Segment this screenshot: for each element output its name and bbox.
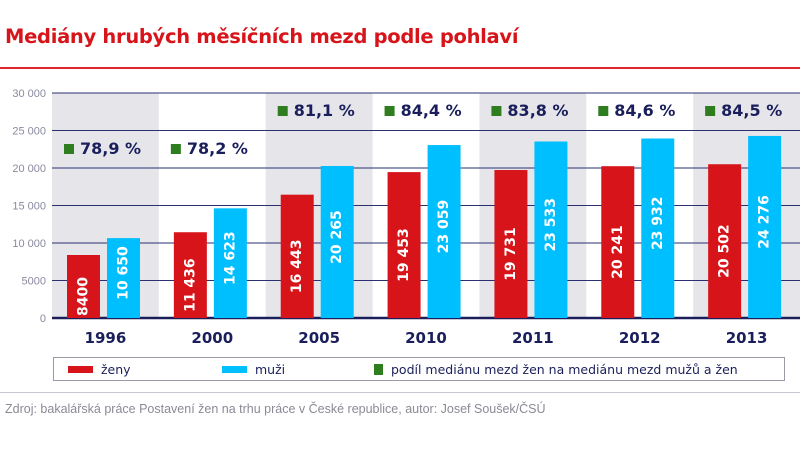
bar-label: 20 265 xyxy=(329,210,345,264)
bar-muzi xyxy=(427,145,461,318)
x-tick-label: 1996 xyxy=(85,329,127,347)
bar-label: 20 502 xyxy=(717,224,733,278)
bar-label: 19 731 xyxy=(503,227,519,281)
ratio-label: 84,6 % xyxy=(614,101,675,120)
ratio-marker-icon xyxy=(598,106,609,116)
bar-chart: 0 5000 10 000 15 000 20 000 25 000 30 000 1996 8… xyxy=(12,88,800,347)
bar-label: 10 650 xyxy=(116,246,132,300)
bar-zeny xyxy=(601,166,635,318)
x-tick-label: 2013 xyxy=(726,329,768,347)
bar-zeny xyxy=(494,170,528,318)
bar-label: 23 533 xyxy=(543,198,559,252)
x-tick-label: 2005 xyxy=(298,329,340,347)
bar-label: 24 276 xyxy=(757,195,773,249)
legend-item-ratio: podíl mediánu mezd žen na mediánu mezd m… xyxy=(374,362,738,377)
y-tick-label: 20 000 xyxy=(12,163,46,175)
ratio-marker-icon xyxy=(491,106,502,116)
legend-item-zeny: ženy xyxy=(68,362,131,377)
ratio-marker-icon xyxy=(705,106,716,116)
bar-label: 11 436 xyxy=(182,258,198,312)
bar-muzi xyxy=(107,238,140,318)
ratio-label: 78,2 % xyxy=(187,139,248,158)
bar-zeny xyxy=(387,172,421,318)
ratio-label: 84,5 % xyxy=(721,101,782,120)
legend: ženy muži podíl mediánu mezd žen na medi… xyxy=(53,357,785,381)
ratio-marker-icon xyxy=(277,106,288,116)
bar-label: 16 443 xyxy=(289,240,305,294)
legend-label: muži xyxy=(255,362,286,377)
bar-zeny xyxy=(173,232,207,318)
chart-title: Mediány hrubých měsíčních mezd podle poh… xyxy=(5,25,519,48)
x-tick-label: 2000 xyxy=(191,329,233,347)
ratio-label: 81,1 % xyxy=(294,101,355,120)
bar-label: 19 453 xyxy=(396,228,412,282)
ratio-label: 83,8 % xyxy=(507,101,568,120)
title-rule xyxy=(0,67,800,69)
legend-label: ženy xyxy=(101,362,131,377)
bar-muzi xyxy=(641,138,675,318)
bar-muzi xyxy=(213,208,247,318)
ratio-marker-icon xyxy=(64,144,74,154)
y-tick-label: 30 000 xyxy=(12,88,46,100)
y-tick-label: 5000 xyxy=(22,276,46,288)
bar-muzi xyxy=(534,141,568,318)
bar-label: 23 932 xyxy=(650,196,666,250)
y-tick-label: 0 xyxy=(40,313,46,325)
bar-muzi xyxy=(320,166,354,318)
y-tick-label: 10 000 xyxy=(12,238,46,250)
y-tick-label: 15 000 xyxy=(12,201,46,213)
ratio-label: 78,9 % xyxy=(80,139,141,158)
bar-label: 23 059 xyxy=(436,200,452,254)
legend-swatch-red xyxy=(68,366,93,373)
x-tick-label: 2012 xyxy=(619,329,661,347)
bar-label: 8400 xyxy=(76,277,92,316)
source-note: Zdroj: bakalářská práce Postavení žen na… xyxy=(5,402,546,416)
x-tick-label: 2011 xyxy=(512,329,554,347)
ratio-marker-icon xyxy=(170,144,181,154)
legend-label: podíl mediánu mezd žen na mediánu mezd m… xyxy=(391,362,738,377)
ratio-label: 84,4 % xyxy=(401,101,462,120)
x-tick-label: 2010 xyxy=(405,329,447,347)
bar-label: 14 623 xyxy=(222,231,238,285)
y-tick-label: 25 000 xyxy=(12,126,46,138)
bar-zeny xyxy=(708,164,742,318)
bar-label: 20 241 xyxy=(610,225,626,279)
divider xyxy=(0,392,800,393)
legend-item-muzi: muži xyxy=(222,362,285,377)
bar-zeny xyxy=(280,194,314,318)
ratio-marker-icon xyxy=(384,106,395,116)
legend-swatch-green xyxy=(374,364,383,375)
bar-zeny xyxy=(67,255,100,318)
bar-muzi xyxy=(748,135,782,318)
legend-swatch-blue xyxy=(222,366,247,373)
